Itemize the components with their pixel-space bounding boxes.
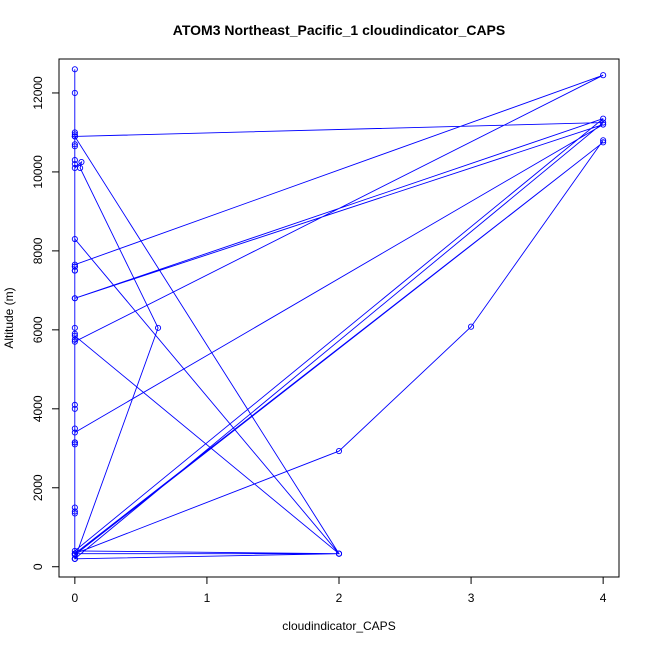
data-point	[600, 119, 607, 126]
plot-frame	[58, 58, 620, 578]
data-point	[600, 121, 607, 128]
data-point	[77, 164, 84, 172]
data-point	[71, 324, 78, 331]
x-tick-label: 3	[468, 591, 475, 605]
x-axis-label: cloudindicator_CAPS	[282, 619, 395, 633]
data-point	[71, 66, 78, 73]
y-tick-label: 10000	[31, 155, 45, 189]
data-point	[600, 139, 607, 146]
data-point	[468, 323, 475, 330]
data-point	[71, 405, 78, 412]
y-tick-label: 4000	[31, 395, 45, 422]
x-axis: 0 1 2 3 4	[72, 577, 607, 605]
data-point	[71, 295, 78, 302]
y-tick-label: 0	[31, 563, 45, 570]
y-axis-label: Altitude (m)	[2, 287, 16, 348]
data-point	[71, 143, 78, 150]
data-point	[71, 439, 78, 446]
data-point	[71, 338, 78, 345]
y-tick-label: 2000	[31, 474, 45, 501]
data-point	[71, 160, 78, 168]
series-line	[73, 69, 605, 560]
data-point	[71, 267, 78, 274]
y-axis: 0 2000 4000 6000 8000 10000 12000	[31, 76, 59, 570]
data-point	[71, 547, 78, 554]
data-point	[71, 510, 78, 517]
data-point	[71, 157, 78, 164]
data-point	[71, 336, 78, 343]
data-point	[71, 330, 78, 337]
data-point	[71, 141, 78, 148]
data-point	[71, 261, 78, 268]
data-point	[600, 72, 607, 79]
data-point	[71, 133, 78, 140]
chart-title: ATOM3 Northeast_Pacific_1 cloudindicator…	[173, 22, 505, 38]
data-point	[71, 89, 78, 97]
data-point	[335, 550, 343, 557]
data-point	[71, 504, 78, 511]
data-point	[71, 508, 78, 515]
data-point	[71, 429, 78, 436]
data-point	[71, 401, 78, 408]
data-point	[155, 324, 162, 331]
data-point	[600, 115, 607, 122]
series-points	[71, 66, 607, 562]
data-point	[78, 158, 85, 166]
y-tick-label: 8000	[31, 237, 45, 264]
data-point	[71, 263, 78, 270]
data-point	[71, 550, 78, 557]
y-tick-label: 12000	[31, 76, 45, 110]
data-point	[71, 235, 78, 243]
data-point	[71, 129, 78, 136]
data-point	[600, 137, 607, 144]
data-point	[71, 131, 78, 138]
data-point	[71, 332, 78, 339]
data-point	[71, 441, 78, 448]
y-tick-label: 6000	[31, 316, 45, 343]
data-point	[71, 425, 78, 432]
x-tick-label: 1	[204, 591, 211, 605]
x-tick-label: 4	[600, 591, 607, 605]
data-point	[335, 448, 343, 455]
series-lines	[73, 69, 605, 560]
x-tick-label: 2	[336, 591, 343, 605]
x-tick-label: 0	[72, 591, 79, 605]
